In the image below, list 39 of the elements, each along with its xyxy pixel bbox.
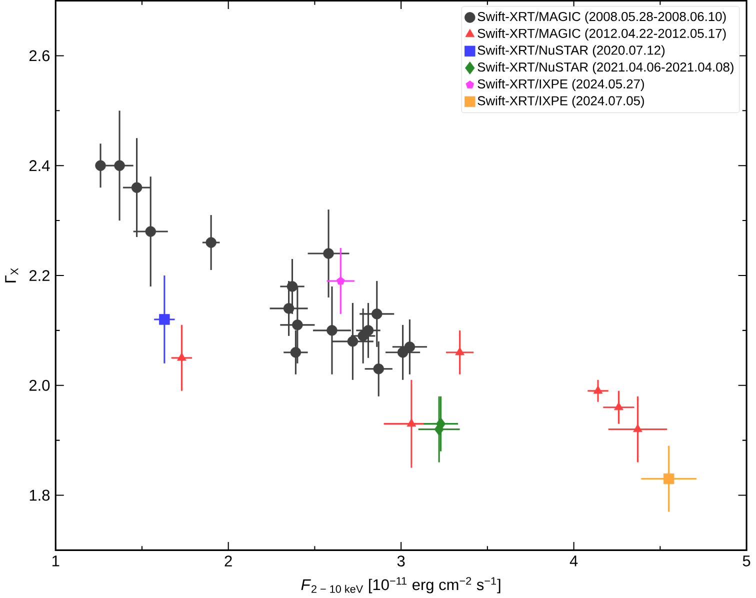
point — [397, 346, 408, 358]
y-axis-title: Γ$_{X}$ — [5, 268, 18, 282]
point — [283, 302, 294, 314]
point — [326, 324, 338, 336]
point — [593, 385, 603, 394]
x-tick-label: 2 — [224, 555, 232, 566]
point — [292, 319, 303, 330]
x-tick-label: 4 — [570, 555, 578, 566]
point — [406, 418, 416, 426]
legend-label: Swift-XRT/IXPE (2024.05.27) — [478, 78, 644, 91]
text: F$_{2 − 10 keV}$ [10$^{−11}$ erg cm$^{−2}$ s$^{−1}$] — [301, 576, 500, 594]
point — [131, 182, 142, 193]
y-tick-label: 2.6 — [29, 50, 50, 61]
point — [323, 248, 334, 259]
point — [336, 276, 345, 284]
legend-label: Swift-XRT/NuSTAR (2020.07.12) — [478, 45, 665, 58]
point — [663, 473, 674, 484]
x-tick-label: 1 — [52, 555, 60, 566]
legend-label: Swift-XRT/MAGIC (2012.04.22-2012.05.17) — [478, 28, 726, 40]
point — [206, 236, 216, 248]
x-tick-label: 3 — [397, 555, 405, 566]
legend-label: Swift-XRT/MAGIC (2008.05.28-2008.06.10) — [478, 11, 726, 24]
point — [373, 363, 384, 374]
y-tick-label: 2.4 — [29, 160, 50, 171]
legend-label: Swift-XRT/IXPE (2024.07.05) — [478, 96, 644, 108]
point — [159, 314, 170, 325]
x-tick-label: 5 — [742, 555, 750, 566]
point — [347, 336, 358, 347]
y-tick-label: 1.8 — [30, 490, 50, 501]
point — [145, 226, 156, 237]
point — [95, 160, 106, 171]
point — [114, 160, 125, 171]
point — [286, 280, 298, 292]
y-tick-label: 2.2 — [29, 270, 50, 281]
y-tick-label: 2.0 — [29, 380, 50, 391]
point — [372, 308, 382, 320]
point — [404, 341, 416, 352]
point — [290, 346, 302, 358]
legend-label: Swift-XRT/NuSTAR (2021.04.06-2021.04.08) — [478, 62, 734, 74]
